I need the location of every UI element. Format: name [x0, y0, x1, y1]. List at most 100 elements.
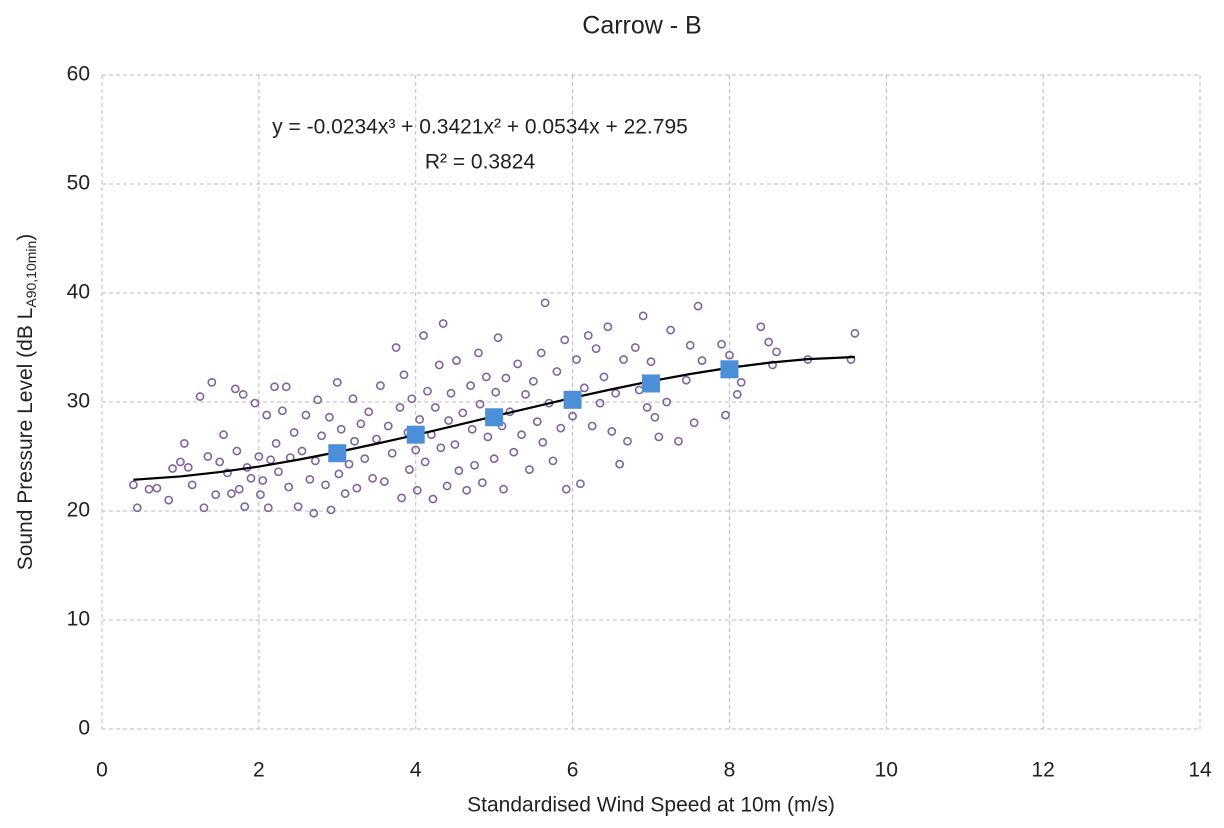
- scatter-point: [207, 377, 217, 387]
- scatter-point: [230, 384, 240, 394]
- bin-mean: [563, 390, 582, 409]
- bin-mean: [328, 444, 347, 463]
- y-tick-label: 40: [67, 281, 90, 304]
- scatter-point: [474, 348, 483, 358]
- scatter-point: [187, 480, 197, 490]
- bin-mean: [406, 425, 425, 444]
- scatter-point: [434, 360, 444, 370]
- scatter-point: [356, 419, 366, 429]
- y-label-sub: A90,10min: [23, 241, 39, 308]
- y-axis-label: Sound Pressure Level (dB LA90,10min): [14, 234, 39, 571]
- x-tick-label: 8: [724, 759, 736, 782]
- scatter-point: [368, 473, 377, 483]
- scatter-point: [540, 298, 550, 308]
- scatter-point: [685, 340, 695, 350]
- scatter-point: [399, 370, 409, 380]
- scatter-point: [630, 343, 640, 352]
- scatter-point: [223, 468, 232, 478]
- y-label-main: Sound Pressure Level (dB L: [14, 308, 37, 571]
- y-tick-label: 0: [78, 717, 90, 740]
- bin-mean: [642, 374, 660, 393]
- scatter-point: [850, 328, 860, 338]
- scatter-point: [305, 474, 315, 484]
- scatter-point: [411, 445, 421, 455]
- y-tick-label: 60: [67, 63, 90, 86]
- scatter-point: [317, 431, 326, 441]
- scatter-point: [179, 439, 189, 448]
- scatter-point: [232, 446, 242, 456]
- scatter-point: [587, 421, 597, 431]
- x-tick-label: 10: [875, 759, 898, 782]
- scatter-point: [611, 388, 621, 398]
- scatter-point: [548, 456, 558, 466]
- scatter-point: [491, 387, 501, 397]
- scatter-point: [321, 480, 330, 490]
- scatter-point: [764, 337, 774, 347]
- scatter-point: [258, 476, 268, 485]
- scatter-point: [254, 452, 264, 461]
- scatter-point: [846, 355, 856, 364]
- scatter-point: [517, 430, 526, 440]
- scatter-point: [164, 495, 174, 505]
- scatter-point: [395, 403, 405, 412]
- y-tick-label: 20: [67, 499, 90, 522]
- scatter-point: [350, 436, 359, 446]
- scatter-point: [195, 392, 205, 401]
- scatter-point: [176, 457, 185, 467]
- x-tick-label: 6: [567, 759, 579, 782]
- scatter-point: [152, 483, 162, 493]
- scatter-point: [444, 416, 454, 425]
- x-tick-label: 14: [1188, 759, 1212, 782]
- scatter-point: [623, 436, 632, 446]
- scatter-point: [240, 502, 250, 512]
- scatter-point: [446, 388, 456, 398]
- scatter-point: [579, 383, 589, 393]
- chart-title: Carrow - B: [582, 12, 701, 40]
- scatter-point: [528, 376, 538, 386]
- scatter-point: [391, 343, 401, 352]
- scatter-point: [607, 427, 617, 436]
- y-tick-label: 50: [67, 172, 90, 195]
- scatter-point: [128, 480, 138, 490]
- scatter-point: [250, 398, 260, 408]
- scatter-point: [340, 489, 350, 498]
- scatter-point: [297, 446, 307, 456]
- scatter-point: [326, 505, 336, 515]
- scatter-point: [450, 440, 460, 449]
- scatter-point: [467, 424, 477, 434]
- scatter-point: [772, 347, 781, 357]
- scatter-point: [274, 467, 283, 477]
- scatter-point: [203, 452, 213, 461]
- scatter-point: [376, 381, 385, 391]
- scatter-point: [483, 432, 493, 442]
- scatter-point: [199, 503, 209, 513]
- scatter-point: [721, 410, 730, 420]
- scatter-point: [681, 375, 691, 385]
- scatter-point: [509, 447, 519, 457]
- scatter-point: [293, 502, 303, 512]
- scatter-point: [407, 394, 417, 404]
- scatter-point: [344, 459, 354, 469]
- scatter-point: [348, 394, 358, 404]
- bin-mean: [720, 360, 739, 379]
- scatter-point: [309, 508, 319, 518]
- scatter-point: [583, 331, 593, 340]
- scatter-point: [454, 466, 464, 476]
- x-axis-label: Standardised Wind Speed at 10m (m/s): [467, 794, 835, 817]
- scatter-point: [674, 436, 683, 446]
- scatter-point: [489, 454, 499, 464]
- scatter-point: [756, 322, 766, 332]
- scatter-point: [561, 484, 571, 494]
- scatter-point: [452, 356, 461, 365]
- scatter-point: [168, 464, 177, 473]
- scatter-point: [642, 403, 652, 412]
- scatter-point: [284, 482, 294, 492]
- scatter-point: [379, 477, 389, 486]
- scatter-point: [238, 389, 248, 399]
- scatter-point: [397, 493, 406, 503]
- scatter-point: [132, 503, 142, 513]
- scatter-point: [271, 439, 281, 448]
- scatter-point: [466, 381, 476, 391]
- y-label-end: ): [14, 234, 37, 241]
